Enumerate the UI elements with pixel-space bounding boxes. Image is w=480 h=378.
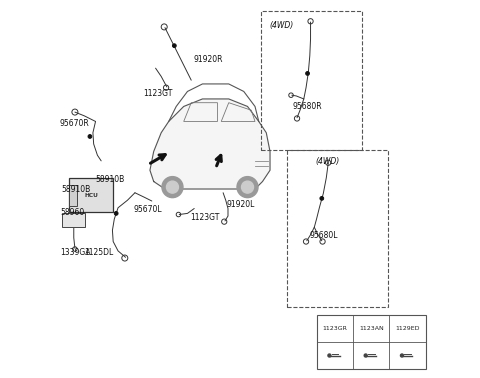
- Circle shape: [364, 354, 367, 357]
- Text: 95680L: 95680L: [310, 231, 338, 240]
- Circle shape: [241, 181, 253, 193]
- Text: (4WD): (4WD): [269, 21, 293, 30]
- Text: 1125DL: 1125DL: [84, 248, 114, 257]
- Text: 1123GT: 1123GT: [144, 89, 173, 98]
- Text: (4WD): (4WD): [315, 158, 339, 166]
- Bar: [62, 213, 85, 227]
- Text: 1339GA: 1339GA: [60, 248, 90, 257]
- Circle shape: [306, 71, 310, 75]
- Text: 91920L: 91920L: [227, 200, 255, 209]
- Circle shape: [88, 135, 92, 138]
- Text: 1129ED: 1129ED: [396, 326, 420, 331]
- Text: 58910B: 58910B: [96, 175, 125, 184]
- Text: 95670R: 95670R: [60, 119, 90, 128]
- Text: 95670L: 95670L: [133, 205, 162, 214]
- Circle shape: [114, 212, 118, 215]
- Bar: [69, 185, 77, 206]
- Text: HCU: HCU: [84, 193, 98, 198]
- Circle shape: [162, 177, 183, 198]
- Circle shape: [320, 197, 324, 200]
- Circle shape: [172, 44, 176, 48]
- Text: 91920R: 91920R: [193, 55, 223, 64]
- Polygon shape: [150, 99, 270, 189]
- Bar: [69, 178, 113, 212]
- Circle shape: [167, 181, 179, 193]
- Text: 58960: 58960: [60, 208, 84, 217]
- Circle shape: [400, 354, 404, 357]
- Text: 1123GT: 1123GT: [191, 213, 220, 222]
- Circle shape: [237, 177, 258, 198]
- Text: 1123GR: 1123GR: [323, 326, 348, 331]
- Text: 95680R: 95680R: [292, 102, 322, 111]
- Text: 1123AN: 1123AN: [359, 326, 384, 331]
- Bar: [261, 11, 362, 150]
- Bar: [317, 315, 426, 369]
- Text: 58910B: 58910B: [62, 184, 91, 194]
- Circle shape: [328, 354, 331, 357]
- Bar: [287, 150, 388, 307]
